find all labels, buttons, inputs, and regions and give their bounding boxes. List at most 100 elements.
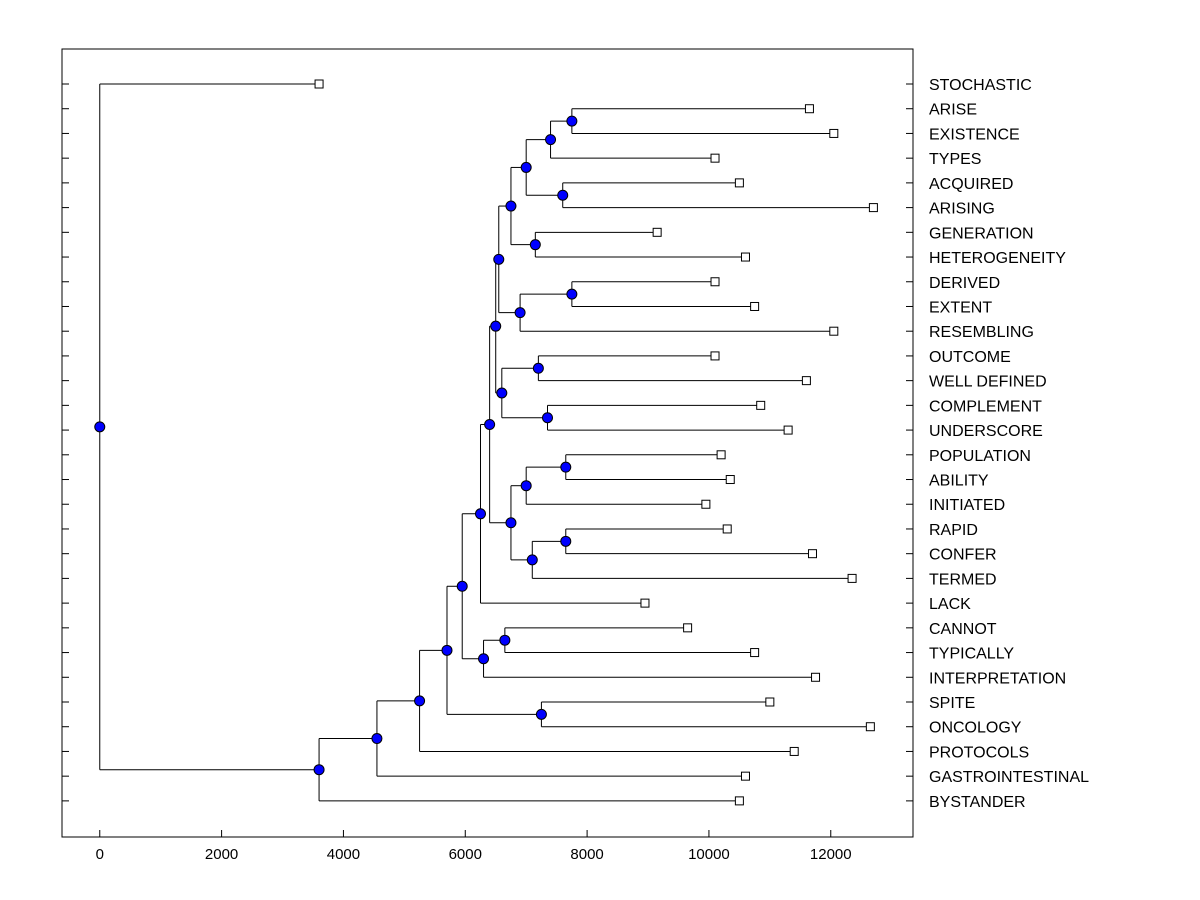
leaf-marker <box>701 499 711 509</box>
merge-node <box>505 517 517 529</box>
leaf-marker <box>829 326 839 336</box>
leaf-label: ACQUIRED <box>929 176 1013 193</box>
leaf-label: STOCHASTIC <box>929 77 1032 94</box>
merge-node <box>478 653 490 665</box>
leaf-label: CANNOT <box>929 621 997 638</box>
merge-node <box>505 200 517 212</box>
merge-node <box>496 387 508 399</box>
x-tick-label: 4000 <box>327 846 360 863</box>
merge-nodes <box>94 115 578 776</box>
leaf-label: CONFER <box>929 547 997 564</box>
leaf-marker <box>811 672 821 682</box>
leaf-marker <box>801 376 811 386</box>
merge-node <box>532 362 544 374</box>
merge-node <box>499 634 511 646</box>
leaf-marker <box>722 524 732 534</box>
leaf-marker <box>783 425 793 435</box>
merge-node <box>526 554 538 566</box>
leaf-label: TYPICALLY <box>929 646 1014 663</box>
leaf-markers <box>314 79 878 806</box>
leaf-label: SPITE <box>929 695 975 712</box>
leaf-marker <box>829 128 839 138</box>
plot-frame <box>61 48 914 838</box>
merge-node <box>493 253 505 265</box>
leaf-marker <box>314 79 324 89</box>
leaf-label: PROTOCOLS <box>929 744 1029 761</box>
x-tick-label: 12000 <box>810 846 852 863</box>
leaf-marker <box>804 104 814 114</box>
leaf-marker <box>807 549 817 559</box>
merge-node <box>94 421 106 433</box>
leaf-label: UNDERSCORE <box>929 423 1043 440</box>
merge-node <box>441 644 453 656</box>
leaf-marker <box>710 277 720 287</box>
leaf-marker <box>740 252 750 262</box>
merge-node <box>529 239 541 251</box>
leaf-marker <box>734 796 744 806</box>
leaf-marker <box>847 573 857 583</box>
leaf-marker <box>683 623 693 633</box>
leaf-label: COMPLEMENT <box>929 398 1042 415</box>
merge-node <box>414 695 426 707</box>
leaf-marker <box>710 153 720 163</box>
leaf-label: GENERATION <box>929 225 1034 242</box>
merge-node <box>371 733 383 745</box>
leaf-label: OUTCOME <box>929 349 1011 366</box>
merge-node <box>545 134 557 146</box>
leaf-marker <box>716 450 726 460</box>
leaf-label: ONCOLOGY <box>929 720 1022 737</box>
leaf-label: RAPID <box>929 522 978 539</box>
merge-node <box>557 189 569 201</box>
merge-node <box>566 115 578 127</box>
y-tick-marks <box>62 83 913 802</box>
leaf-marker <box>865 722 875 732</box>
merge-node <box>514 307 526 319</box>
x-axis: 0 2000 4000 6000 8000 10000 12000 <box>96 830 852 863</box>
leaf-marker <box>640 598 650 608</box>
dendrogram-links <box>99 83 874 802</box>
leaf-label: ARISING <box>929 201 995 218</box>
leaf-marker <box>710 351 720 361</box>
leaf-label: INTERPRETATION <box>929 670 1066 687</box>
leaf-label: RESEMBLING <box>929 324 1034 341</box>
leaf-label: TERMED <box>929 571 997 588</box>
leaf-label: ABILITY <box>929 473 989 490</box>
leaf-marker <box>750 301 760 311</box>
merge-node <box>474 508 486 520</box>
x-tick-label: 2000 <box>205 846 238 863</box>
x-tick-label: 0 <box>96 846 104 863</box>
merge-node <box>484 418 496 430</box>
leaf-marker <box>725 475 735 485</box>
leaf-label: BYSTANDER <box>929 794 1026 811</box>
leaf-label: ARISE <box>929 102 977 119</box>
merge-node <box>566 288 578 300</box>
merge-node <box>456 580 468 592</box>
leaf-label: WELL DEFINED <box>929 374 1047 391</box>
leaf-label: EXISTENCE <box>929 126 1020 143</box>
leaf-marker <box>740 771 750 781</box>
x-tick-label: 8000 <box>570 846 603 863</box>
merge-node <box>313 764 325 776</box>
leaf-marker <box>765 697 775 707</box>
leaf-marker <box>652 227 662 237</box>
leaf-marker <box>756 400 766 410</box>
leaf-marker <box>868 203 878 213</box>
leaf-marker <box>734 178 744 188</box>
leaf-marker <box>789 746 799 756</box>
leaf-label: TYPES <box>929 151 981 168</box>
merge-node <box>520 480 532 492</box>
merge-node <box>560 535 572 547</box>
leaf-label: INITIATED <box>929 497 1005 514</box>
leaf-marker <box>750 648 760 658</box>
x-tick-label: 6000 <box>449 846 482 863</box>
x-tick-label: 10000 <box>688 846 730 863</box>
leaf-label: HETEROGENEITY <box>929 250 1066 267</box>
merge-node <box>560 461 572 473</box>
merge-node <box>542 412 554 424</box>
merge-node <box>490 320 502 332</box>
leaf-label: LACK <box>929 596 971 613</box>
leaf-label: DERIVED <box>929 275 1000 292</box>
leaf-label: POPULATION <box>929 448 1031 465</box>
merge-node <box>520 161 532 173</box>
